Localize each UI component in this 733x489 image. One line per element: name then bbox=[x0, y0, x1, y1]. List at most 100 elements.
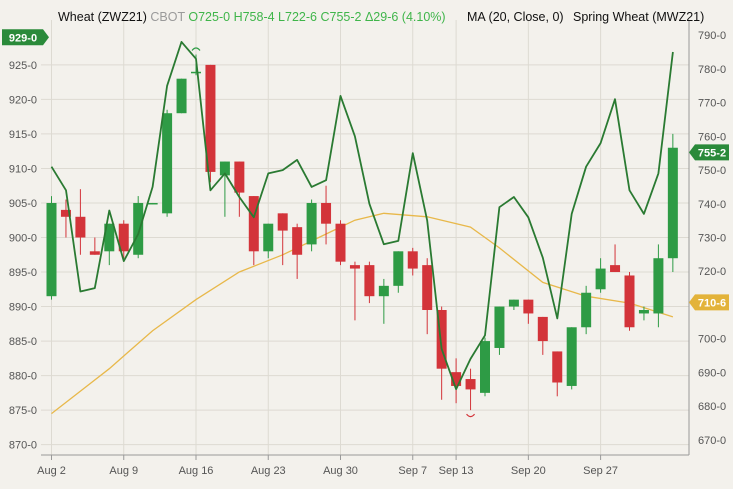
left-tick-label: 900-0 bbox=[9, 233, 37, 245]
candle-body bbox=[75, 216, 86, 238]
candle-body bbox=[566, 327, 577, 386]
left-tick-label: 895-0 bbox=[9, 267, 37, 279]
high-value: H758-4 bbox=[233, 10, 275, 24]
candle-body bbox=[118, 223, 129, 252]
candle-body bbox=[667, 147, 678, 259]
right-tick-label: 750-0 bbox=[698, 165, 726, 177]
left-tick-label: 925-0 bbox=[9, 60, 37, 72]
left-price-badge-shape bbox=[2, 29, 49, 46]
change-value: Δ29-6 (4.10%) bbox=[364, 10, 446, 24]
x-tick-label: Aug 9 bbox=[109, 465, 138, 477]
left-tick-label: 890-0 bbox=[9, 302, 37, 314]
x-tick-label: Sep 7 bbox=[398, 465, 427, 477]
candle-body bbox=[537, 316, 548, 342]
candle-body bbox=[60, 209, 71, 217]
candle-body bbox=[133, 202, 144, 255]
right-tick-label: 730-0 bbox=[698, 233, 726, 245]
right-tick-label: 680-0 bbox=[698, 401, 726, 413]
right-tick-label: 670-0 bbox=[698, 435, 726, 447]
ma-price-badge-shape bbox=[689, 294, 729, 311]
left-tick-label: 910-0 bbox=[9, 163, 37, 175]
high-marker bbox=[191, 47, 201, 51]
candle-body bbox=[494, 306, 505, 348]
candle-body bbox=[248, 196, 259, 252]
candle-body bbox=[552, 351, 563, 383]
candle-body bbox=[263, 223, 274, 252]
candle-body bbox=[422, 265, 433, 310]
symbol-header: Wheat (ZWZ21) CBOT O725-0 H758-4 L722-6 … bbox=[58, 10, 446, 24]
candle-body bbox=[162, 113, 173, 214]
candle-body bbox=[451, 372, 462, 386]
right-tick-label: 740-0 bbox=[698, 199, 726, 211]
left-tick-label: 870-0 bbox=[9, 440, 37, 452]
ma-price-badge: 710-6 bbox=[689, 294, 729, 311]
ma-price-badge-text: 710-6 bbox=[698, 297, 726, 309]
last-price-badge-text: 755-2 bbox=[698, 147, 726, 159]
candle-body bbox=[205, 64, 216, 172]
candle-body bbox=[335, 223, 346, 262]
candle-body bbox=[364, 265, 375, 297]
x-tick-label: Sep 27 bbox=[583, 465, 618, 477]
left-tick-label: 885-0 bbox=[9, 336, 37, 348]
last-price-badge-shape bbox=[689, 144, 729, 161]
left-tick-label: 875-0 bbox=[9, 405, 37, 417]
candle-body bbox=[292, 227, 303, 255]
left-tick-label: 880-0 bbox=[9, 371, 37, 383]
candle-body bbox=[46, 202, 57, 297]
candle-body bbox=[393, 251, 404, 286]
left-tick-label: 905-0 bbox=[9, 198, 37, 210]
candles bbox=[46, 54, 678, 411]
right-tick-label: 760-0 bbox=[698, 131, 726, 143]
x-tick-label: Sep 20 bbox=[511, 465, 546, 477]
candle-body bbox=[610, 265, 621, 273]
last-price-badge: 755-2 bbox=[689, 144, 729, 161]
candle-body bbox=[638, 310, 649, 314]
x-tick-label: Aug 23 bbox=[251, 465, 286, 477]
close-value: C755-2 bbox=[320, 10, 362, 24]
candle-body bbox=[508, 299, 519, 307]
candle-body bbox=[523, 299, 534, 314]
left-price-badge: 929-0 bbox=[2, 29, 49, 46]
right-tick-label: 790-0 bbox=[698, 30, 726, 42]
candle-body bbox=[465, 379, 476, 390]
candle-body bbox=[234, 161, 245, 193]
candle-body bbox=[306, 202, 317, 245]
candle-body bbox=[407, 251, 418, 269]
low-value: L722-6 bbox=[278, 10, 317, 24]
candle-body bbox=[349, 265, 360, 269]
open-value: O725-0 bbox=[188, 10, 231, 24]
right-tick-label: 720-0 bbox=[698, 266, 726, 278]
candle-body bbox=[595, 268, 606, 290]
candle-body bbox=[176, 78, 187, 114]
low-marker bbox=[466, 413, 476, 418]
compare-legend[interactable]: Spring Wheat (MWZ21) bbox=[573, 10, 705, 24]
right-tick-label: 700-0 bbox=[698, 334, 726, 346]
candle-body bbox=[219, 161, 230, 176]
ma-legend[interactable]: MA (20, Close, 0) bbox=[467, 10, 564, 24]
symbol-label[interactable]: Wheat (ZWZ21) bbox=[58, 10, 147, 24]
x-tick-label: Aug 2 bbox=[37, 465, 66, 477]
candle-body bbox=[624, 275, 635, 328]
candle-body bbox=[436, 310, 447, 369]
ma-line bbox=[51, 212, 674, 415]
left-price-badge-text: 929-0 bbox=[9, 32, 37, 44]
candle-body bbox=[191, 71, 201, 74]
candle-body bbox=[89, 251, 100, 255]
left-tick-label: 915-0 bbox=[9, 129, 37, 141]
candle-body bbox=[581, 292, 592, 328]
exchange-label: CBOT bbox=[150, 10, 185, 24]
candle-body bbox=[653, 258, 664, 314]
candle-body bbox=[321, 202, 332, 224]
right-tick-label: 770-0 bbox=[698, 98, 726, 110]
x-tick-label: Aug 16 bbox=[179, 465, 214, 477]
candle-body bbox=[147, 202, 158, 205]
left-tick-label: 920-0 bbox=[9, 94, 37, 106]
right-tick-label: 780-0 bbox=[698, 64, 726, 76]
candle-body bbox=[277, 213, 288, 231]
candle-body bbox=[480, 341, 490, 393]
spring-wheat-line bbox=[50, 41, 674, 391]
right-tick-label: 690-0 bbox=[698, 367, 726, 379]
candle-body bbox=[378, 285, 389, 297]
